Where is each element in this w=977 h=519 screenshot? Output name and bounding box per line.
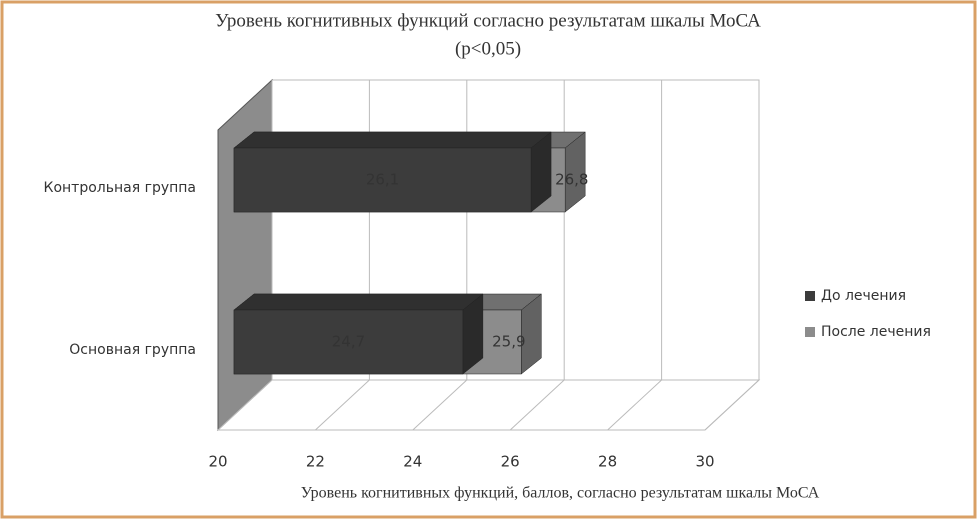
grid-line (607, 379, 662, 431)
x-axis-title: Уровень когнитивных функций, баллов, сог… (301, 485, 820, 502)
chart-title: Уровень когнитивных функций согласно рез… (215, 10, 761, 31)
x-tick-label: 20 (208, 453, 227, 471)
floor (216, 379, 761, 431)
bar (233, 309, 464, 375)
data-label: 26,8 (555, 171, 588, 189)
x-tick-label: 22 (306, 453, 325, 471)
x-tick-label: 28 (598, 453, 617, 471)
legend-swatch (805, 291, 815, 301)
bar-top (233, 131, 552, 149)
legend-swatch (805, 327, 815, 337)
grid-line (412, 379, 468, 431)
data-label: 25,9 (492, 333, 525, 351)
data-label: 26,1 (366, 171, 399, 189)
grid-line (217, 379, 273, 431)
grid-line (704, 379, 760, 431)
bar (233, 147, 532, 213)
bar-top (233, 293, 484, 311)
y-tick-label: Основная группа (69, 342, 196, 358)
legend-label: После лечения (821, 324, 931, 340)
grid-line (509, 379, 565, 431)
x-tick-label: 30 (695, 453, 714, 471)
x-tick-label: 26 (501, 453, 520, 471)
legend-label: До лечения (821, 288, 906, 304)
data-label: 24,7 (332, 333, 365, 351)
y-tick-label: Контрольная группа (44, 180, 196, 196)
x-tick-label: 24 (403, 453, 422, 471)
grid-line (315, 379, 370, 431)
chart-subtitle: (p<0,05) (455, 38, 521, 59)
